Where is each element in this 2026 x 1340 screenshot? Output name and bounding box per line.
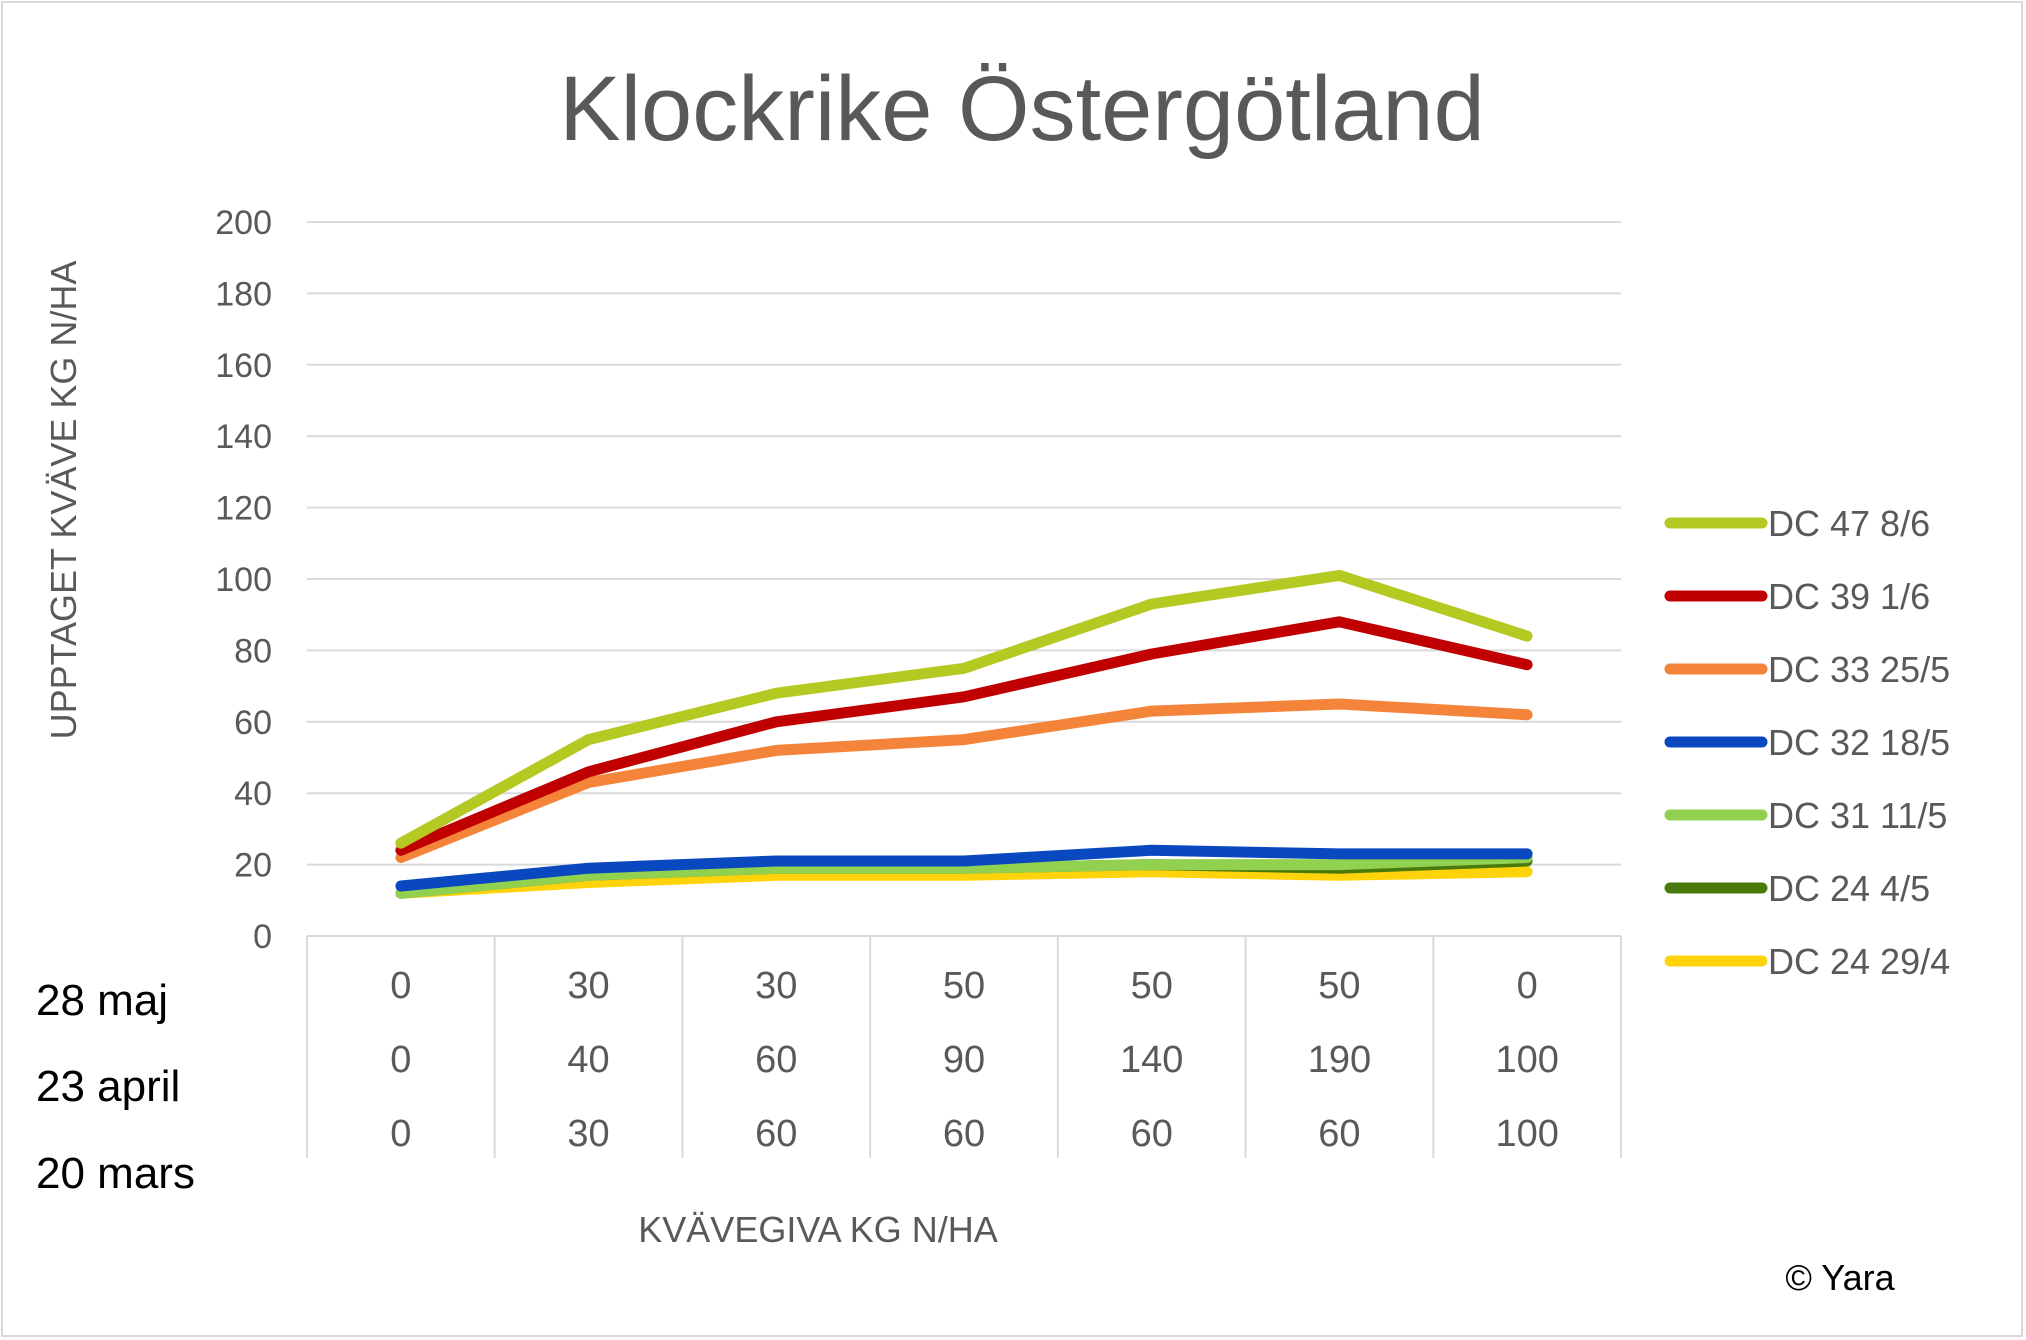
- y-tick-label: 40: [234, 775, 272, 813]
- y-tick-label: 200: [215, 204, 272, 242]
- series-line-6: [395, 866, 1533, 899]
- category-labels: 0 30 30 50 50 50 0 0 40 60 90 140 190 100 0 30 60 60 60 60 1…: [390, 965, 1559, 1155]
- chart-title: Klockrike Östergötland: [559, 58, 1485, 160]
- category-label: 100: [1495, 1039, 1558, 1081]
- legend-label: DC 39 1/6: [1768, 576, 1930, 617]
- series-line-4: [395, 852, 1533, 899]
- legend-item: DC 33 25/5: [1664, 649, 1950, 690]
- category-label: 50: [1131, 965, 1173, 1007]
- gridlines: [307, 221, 1621, 937]
- category-label: 190: [1308, 1039, 1371, 1081]
- series-line-2: [395, 698, 1533, 863]
- legend: DC 47 8/6 DC 39 1/6 DC 33 25/5 DC 32 18/5 DC…: [1664, 503, 1950, 982]
- legend-item: DC 32 18/5: [1664, 722, 1950, 763]
- legend-item: DC 47 8/6: [1664, 503, 1930, 544]
- series-line-1: [395, 616, 1533, 856]
- category-label: 50: [1318, 965, 1360, 1007]
- x-axis-title: KVÄVEGIVA KG N/HA: [638, 1209, 997, 1250]
- y-tick-label: 160: [215, 347, 272, 385]
- category-label: 30: [755, 965, 797, 1007]
- category-label: 0: [390, 1113, 411, 1155]
- row-label: 23 april: [36, 1062, 180, 1111]
- category-label: 50: [943, 965, 985, 1007]
- category-label: 90: [943, 1039, 985, 1081]
- category-label: 100: [1495, 1113, 1558, 1155]
- y-axis-ticks: 0 20 40 60 80 100 120 140 160 180 200: [215, 204, 272, 956]
- y-tick-label: 60: [234, 704, 272, 742]
- category-label: 0: [390, 965, 411, 1007]
- y-tick-label: 80: [234, 632, 272, 670]
- series-line-0: [395, 569, 1533, 849]
- category-label: 0: [1517, 965, 1538, 1007]
- legend-label: DC 33 25/5: [1768, 649, 1950, 690]
- y-tick-label: 100: [215, 561, 272, 599]
- legend-label: DC 32 18/5: [1768, 722, 1950, 763]
- legend-item: DC 31 11/5: [1664, 795, 1947, 836]
- category-label: 140: [1120, 1039, 1183, 1081]
- category-row-labels: 28 maj 23 april 20 mars: [36, 976, 195, 1198]
- legend-label: DC 24 4/5: [1768, 868, 1930, 909]
- legend-item: DC 24 4/5: [1664, 868, 1930, 909]
- series-lines: [395, 569, 1533, 899]
- category-label: 60: [943, 1113, 985, 1155]
- y-tick-label: 20: [234, 847, 272, 885]
- category-dividers: [306, 936, 1622, 1158]
- category-label: 0: [390, 1039, 411, 1081]
- legend-label: DC 47 8/6: [1768, 503, 1930, 544]
- row-label: 20 mars: [36, 1149, 195, 1198]
- category-label: 60: [755, 1039, 797, 1081]
- y-tick-label: 120: [215, 490, 272, 528]
- legend-label: DC 24 29/4: [1768, 941, 1950, 982]
- legend-item: DC 39 1/6: [1664, 576, 1930, 617]
- legend-label: DC 31 11/5: [1768, 795, 1947, 836]
- category-label: 40: [567, 1039, 609, 1081]
- row-label: 28 maj: [36, 976, 168, 1025]
- category-label: 60: [755, 1113, 797, 1155]
- y-tick-label: 0: [253, 918, 272, 956]
- legend-item: DC 24 29/4: [1664, 941, 1950, 982]
- category-label: 30: [567, 1113, 609, 1155]
- series-line-3: [395, 844, 1533, 892]
- y-tick-label: 140: [215, 418, 272, 456]
- y-tick-label: 180: [215, 275, 272, 313]
- copyright-label: © Yara: [1785, 1257, 1895, 1298]
- category-label: 30: [567, 965, 609, 1007]
- category-label: 60: [1131, 1113, 1173, 1155]
- y-axis-title: UPPTAGET KVÄVE KG N/HA: [43, 261, 84, 740]
- category-label: 60: [1318, 1113, 1360, 1155]
